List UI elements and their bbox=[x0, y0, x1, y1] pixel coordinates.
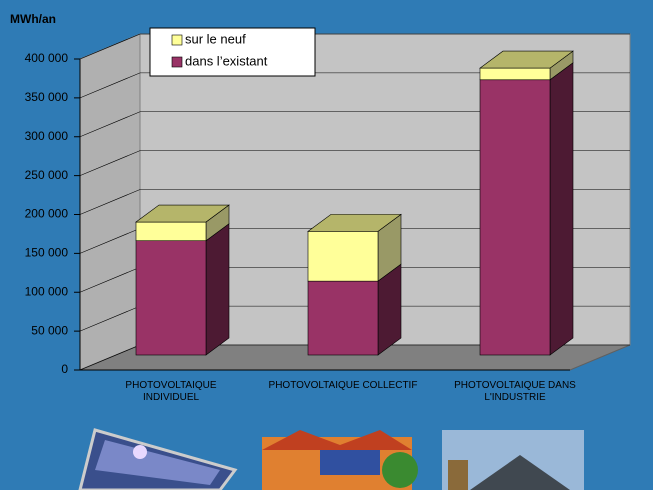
grid-line bbox=[79, 111, 630, 138]
illustrations bbox=[78, 428, 584, 490]
bar-side bbox=[205, 223, 230, 356]
legend-swatch bbox=[171, 56, 183, 68]
bar bbox=[135, 221, 207, 242]
legend-swatch bbox=[171, 34, 183, 46]
y-tick-label: 50 000 bbox=[31, 323, 68, 337]
legend-label: dans l’existant bbox=[185, 53, 268, 68]
grid-line bbox=[79, 150, 630, 176]
grid bbox=[79, 33, 630, 371]
y-axis-title: MWh/an bbox=[10, 12, 56, 26]
y-tick-label: 150 000 bbox=[25, 246, 69, 260]
y-tick-label: 0 bbox=[61, 362, 68, 376]
grid-line bbox=[79, 189, 630, 215]
bar-top bbox=[135, 204, 230, 223]
y-tick-label: 350 000 bbox=[25, 90, 69, 104]
grid-line bbox=[79, 33, 630, 60]
y-tick-label: 200 000 bbox=[25, 207, 69, 221]
bar-side bbox=[549, 62, 574, 356]
bar bbox=[479, 79, 551, 356]
x-tick-label: PHOTOVOLTAIQUE DANS L'INDUSTRIE bbox=[454, 380, 576, 403]
legend-label: sur le neuf bbox=[185, 31, 246, 46]
bar-top bbox=[307, 214, 402, 232]
bars bbox=[135, 50, 574, 356]
y-tick-label: 400 000 bbox=[25, 51, 69, 65]
y-tick-label: 250 000 bbox=[25, 168, 69, 182]
bar-top bbox=[479, 50, 574, 69]
bar bbox=[307, 280, 379, 356]
y-tick-label: 300 000 bbox=[25, 129, 69, 143]
grid-line bbox=[79, 72, 630, 99]
bar bbox=[479, 67, 551, 81]
x-tick-label: PHOTOVOLTAIQUE INDIVIDUEL bbox=[125, 380, 217, 403]
y-tick-label: 100 000 bbox=[25, 284, 69, 298]
x-tick-label: PHOTOVOLTAIQUE COLLECTIF bbox=[268, 380, 418, 391]
bar bbox=[307, 231, 379, 282]
bar bbox=[135, 240, 207, 356]
